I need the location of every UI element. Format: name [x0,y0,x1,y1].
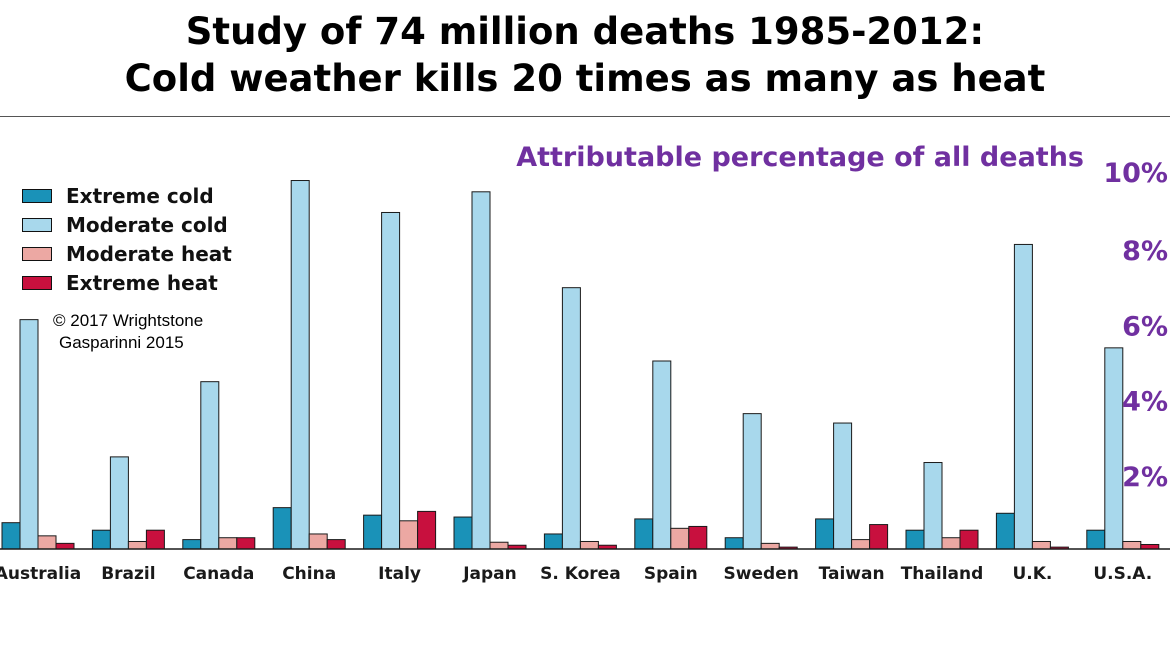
bar-extreme-heat-italy [417,510,437,550]
bar-moderate-heat-spain [670,527,690,550]
legend-label-moderate-heat: Moderate heat [66,241,232,266]
y-tick-label: 4% [1122,387,1168,418]
x-tick-label: Italy [378,564,421,584]
bar-extreme-cold-brazil [91,529,111,550]
bar-moderate-cold-japan [471,191,491,550]
source-text: Gasparinni 2015 [59,333,184,352]
y-tick-label: 10% [1103,158,1168,189]
bar-chart: Australia Brazil Canada China Italy Japan S. K… [0,158,1170,584]
x-tick-label: U.S.A. [1093,564,1152,584]
bar-extreme-heat-brazil [145,529,165,550]
bar-moderate-heat-taiwan [851,539,871,550]
bar-extreme-cold-spain [634,518,654,550]
legend: Extreme cold Moderate cold Moderate heat… [22,181,232,297]
y-tick-label: 2% [1122,462,1168,493]
chart-title: Attributable percentage of all deaths [516,142,1084,173]
bar-moderate-cold-skorea [561,287,581,550]
y-tick-label: 6% [1122,311,1168,342]
legend-item-extreme-cold: Extreme cold [22,181,232,210]
x-tick-label: S. Korea [540,564,621,584]
bar-moderate-heat-sweden [760,542,780,550]
legend-swatch-extreme-heat [22,275,52,290]
bar-extreme-cold-china [272,507,292,550]
bar-moderate-heat-australia [37,535,57,550]
bar-moderate-cold-thailand [923,462,943,550]
bar-extreme-cold-thailand [905,529,925,550]
x-tick-label: China [282,564,336,584]
bar-moderate-heat-italy [399,520,419,550]
bar-moderate-cold-spain [652,360,672,550]
legend-swatch-moderate-heat [22,246,52,261]
bar-moderate-heat-brazil [127,540,147,550]
bar-moderate-heat-canada [218,537,238,550]
bar-moderate-heat-china [308,533,328,550]
bar-moderate-cold-china [290,180,310,550]
bar-extreme-heat-china [326,539,346,550]
x-tick-label: Australia [0,564,81,584]
bar-extreme-cold-canada [182,539,202,550]
bar-extreme-cold-italy [363,514,383,550]
bar-extreme-heat-canada [236,537,256,550]
bar-extreme-cold-taiwan [815,518,835,550]
bar-moderate-cold-uk [1013,243,1033,550]
bar-moderate-heat-usa [1122,540,1142,550]
legend-item-extreme-heat: Extreme heat [22,268,232,297]
credits: © 2017 Wrightstone Gasparinni 2015 [53,310,203,354]
x-tick-label: Japan [462,564,517,584]
bar-moderate-cold-australia [19,319,39,550]
x-tick-label: Taiwan [819,564,885,584]
page-title-line-1: Study of 74 million deaths 1985-2012: [185,10,985,53]
bar-moderate-cold-brazil [109,456,129,550]
bar-moderate-cold-sweden [742,413,762,550]
y-tick-label: 8% [1122,236,1168,267]
bar-moderate-cold-usa [1104,347,1124,550]
bar-moderate-cold-canada [200,381,220,550]
bar-moderate-heat-skorea [579,540,599,550]
bar-moderate-heat-thailand [941,537,961,550]
bar-moderate-heat-japan [489,541,509,550]
bar-extreme-cold-skorea [543,533,563,550]
x-tick-label: Canada [183,564,254,584]
legend-item-moderate-heat: Moderate heat [22,239,232,268]
bar-moderate-cold-italy [381,211,401,550]
x-tick-label: Brazil [101,564,155,584]
copyright-text: © 2017 Wrightstone [53,311,204,330]
bar-moderate-heat-uk [1031,540,1051,550]
bar-moderate-cold-taiwan [833,422,853,550]
bar-extreme-heat-spain [688,525,708,550]
bar-extreme-cold-japan [453,516,473,550]
bar-extreme-cold-australia [1,522,21,550]
page-title-line-2: Cold weather kills 20 times as many as h… [124,57,1046,100]
legend-swatch-extreme-cold [22,188,52,203]
legend-swatch-moderate-cold [22,217,52,232]
legend-label-moderate-cold: Moderate cold [66,212,228,237]
x-tick-label: Spain [644,564,698,584]
bar-extreme-heat-australia [55,542,75,550]
bar-extreme-heat-taiwan [869,524,889,550]
bar-extreme-heat-thailand [959,529,979,550]
legend-item-moderate-cold: Moderate cold [22,210,232,239]
title-block: Study of 74 million deaths 1985-2012: Co… [0,0,1170,117]
x-tick-label: Sweden [724,564,799,584]
bar-extreme-cold-usa [1086,529,1106,550]
legend-label-extreme-cold: Extreme cold [66,183,214,208]
x-tick-label: Thailand [901,564,984,584]
bar-extreme-cold-uk [995,512,1015,550]
legend-label-extreme-heat: Extreme heat [66,270,218,295]
bar-extreme-cold-sweden [724,537,744,550]
x-tick-label: U.K. [1012,564,1052,584]
